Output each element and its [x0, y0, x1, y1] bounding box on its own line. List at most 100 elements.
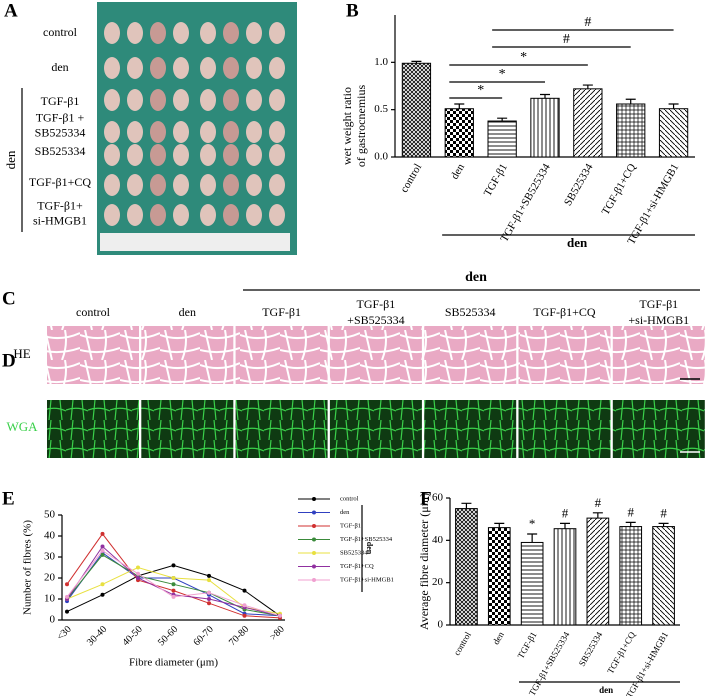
gastrocnemius [104, 144, 120, 166]
error-bar [527, 533, 538, 543]
wga-image [424, 400, 517, 458]
point [242, 613, 247, 618]
gastrocnemius [173, 22, 189, 44]
he-image [424, 326, 517, 384]
gastrocnemius [269, 174, 285, 196]
he-image [141, 326, 234, 384]
gastrocnemius [150, 204, 166, 226]
x-tick-label: TGF-β1+CQ [600, 162, 639, 217]
point [171, 576, 176, 580]
error-bar [497, 117, 508, 122]
gastrocnemius [246, 121, 262, 143]
panel-letter: E [2, 488, 15, 509]
x-tick-label: SB525334 [577, 630, 605, 668]
error-bar [592, 512, 603, 519]
y-tick-label: 0 [438, 619, 444, 631]
point [136, 576, 140, 580]
gastrocnemius [104, 89, 120, 111]
point [100, 544, 105, 549]
group-label: TGF-β1 [41, 94, 80, 108]
gastrocnemius [150, 22, 166, 44]
legend-marker [312, 510, 316, 515]
error-bar [625, 98, 636, 104]
error-bar [658, 522, 669, 527]
gastrocnemius [104, 22, 120, 44]
y-tick-label: 40 [432, 534, 444, 546]
bar [573, 88, 603, 158]
gastrocnemius [173, 144, 189, 166]
y-tick-label: 40 [44, 530, 56, 542]
gastrocnemius [246, 174, 262, 196]
gastrocnemius [246, 22, 262, 44]
gastrocnemius [269, 121, 285, 143]
x-tick-label: 50-60 [156, 624, 180, 648]
row-label: HE [13, 346, 30, 361]
gastrocnemius [223, 89, 239, 111]
legend-label: TGF-β1+SB525334 [340, 536, 393, 543]
group-label: control [43, 25, 78, 39]
y-tick-label: 1.0 [374, 56, 388, 68]
gastrocnemius [246, 204, 262, 226]
x-tick-label: >80 [268, 624, 287, 643]
gastrocnemius [269, 89, 285, 111]
error-bar [461, 502, 472, 509]
gastrocnemius [173, 57, 189, 79]
group-label: TGF-β1 + [36, 110, 85, 124]
group-label: si-HMGB1 [33, 213, 87, 227]
point [171, 582, 176, 587]
error-bar [668, 103, 679, 109]
legend-label: TGF-β1+si-HMGB1 [340, 576, 394, 583]
gastrocnemius [200, 204, 216, 226]
gastrocnemius [104, 121, 120, 143]
column-label: den [179, 305, 196, 319]
y-tick-label: 20 [432, 576, 444, 588]
column-label: SB525334 [445, 305, 496, 319]
point [65, 594, 69, 599]
gastrocnemius [127, 144, 143, 166]
x-tick-label: TGF-β1 [482, 162, 510, 199]
y-tick-label: 50 [44, 509, 56, 521]
point [65, 582, 69, 587]
group-label: den [51, 60, 68, 74]
bar [487, 527, 511, 626]
gastrocnemius [127, 204, 143, 226]
gastrocnemius [127, 121, 143, 143]
significance-mark: # [595, 495, 602, 510]
x-tick-label: <30 [55, 624, 74, 643]
gastrocnemius [246, 144, 262, 166]
den-label: den [3, 150, 18, 169]
legend-marker [312, 497, 316, 501]
y-axis-label: wet weight ratio [340, 87, 354, 165]
point [100, 592, 105, 597]
x-tick-label: 60-70 [191, 624, 215, 648]
bar [658, 108, 689, 158]
gastrocnemius [223, 57, 239, 79]
error-bar [560, 522, 570, 529]
x-tick-label: 70-80 [227, 624, 251, 648]
gastrocnemius [104, 174, 120, 196]
x-tick-label: 40-50 [120, 624, 144, 648]
gastrocnemius [127, 174, 143, 196]
gastrocnemius [200, 121, 216, 143]
x-tick-label: TGF-β1+SB525334 [498, 161, 553, 244]
panel-letter: F [420, 488, 432, 509]
gastrocnemius [269, 22, 285, 44]
row-label: WGA [6, 419, 38, 434]
y-tick-label: 30 [44, 551, 56, 563]
gastrocnemius [246, 57, 262, 79]
group-label: TGF-β1+CQ [29, 175, 92, 189]
point [207, 578, 211, 583]
bar [616, 103, 646, 158]
x-tick-label: control [398, 162, 424, 195]
point [242, 588, 247, 593]
group-label: den [599, 685, 613, 695]
ruler [100, 233, 290, 251]
significance-mark: * [477, 83, 484, 98]
gastrocnemius [127, 89, 143, 111]
x-tick-label: den [449, 161, 468, 181]
x-tick-label: 30-40 [85, 624, 109, 648]
den-header: den [465, 270, 487, 285]
significance-mark: # [563, 32, 570, 47]
group-label: SB525334 [35, 144, 86, 158]
